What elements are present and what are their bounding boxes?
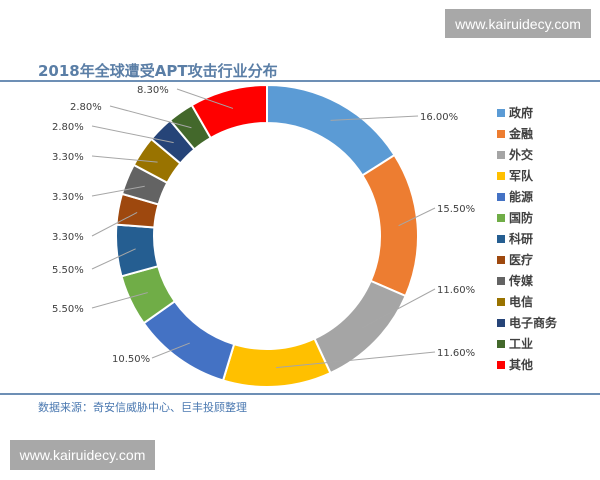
legend-swatch-10 <box>497 319 505 327</box>
legend-label-0: 政府 <box>509 105 533 120</box>
data-label-1: 15.50% <box>437 204 475 215</box>
legend-label-2: 外交 <box>509 147 533 162</box>
data-label-6: 5.50% <box>52 265 84 276</box>
donut-slice-3 <box>221 337 332 388</box>
legend-swatch-11 <box>497 340 505 348</box>
footer-divider <box>0 393 600 395</box>
legend-label-12: 其他 <box>509 357 533 372</box>
donut-slice-0 <box>266 83 396 177</box>
legend-swatch-4 <box>497 193 505 201</box>
leader-line-0 <box>330 115 419 121</box>
data-label-5: 5.50% <box>52 304 84 315</box>
legend-swatch-1 <box>497 130 505 138</box>
legend-swatch-8 <box>497 277 505 285</box>
leader-line-3 <box>276 351 436 369</box>
data-label-3: 11.60% <box>437 348 475 359</box>
chart-source: 数据来源：奇安信威胁中心、巨丰投顾整理 <box>38 401 247 414</box>
legend-label-4: 能源 <box>509 189 533 204</box>
leader-line-7 <box>91 212 138 237</box>
legend-label-3: 军队 <box>509 168 534 183</box>
leader-line-10 <box>91 125 174 144</box>
legend-swatch-7 <box>497 256 505 264</box>
leader-line-4 <box>151 342 190 359</box>
chart-title: 2018年全球遭受APT攻击行业分布 <box>38 62 278 80</box>
data-label-9: 3.30% <box>52 152 84 163</box>
data-label-7: 3.30% <box>52 232 84 243</box>
data-label-8: 3.30% <box>52 192 84 203</box>
donut-slice-12 <box>190 83 268 140</box>
data-label-11: 2.80% <box>70 102 102 113</box>
watermark-bottom: www.kairuidecy.com <box>10 440 155 470</box>
data-label-12: 8.30% <box>137 85 169 96</box>
legend-label-8: 传媒 <box>508 273 534 288</box>
leader-line-11 <box>109 105 192 129</box>
legend-swatch-6 <box>497 235 505 243</box>
legend-swatch-3 <box>497 172 505 180</box>
data-label-0: 16.00% <box>420 112 458 123</box>
watermark-top: www.kairuidecy.com <box>445 9 591 38</box>
donut-slice-1 <box>361 153 419 298</box>
legend-label-1: 金融 <box>508 126 533 141</box>
leader-line-9 <box>91 155 158 163</box>
leader-line-5 <box>91 292 148 309</box>
leader-line-2 <box>361 288 436 329</box>
leader-line-6 <box>91 248 136 270</box>
legend-label-9: 电信 <box>509 294 533 309</box>
legend-label-11: 工业 <box>509 336 533 351</box>
legend-swatch-0 <box>497 109 505 117</box>
leader-line-12 <box>176 88 234 109</box>
legend-label-10: 电子商务 <box>509 315 558 330</box>
legend-swatch-5 <box>497 214 505 222</box>
leader-line-8 <box>91 185 145 197</box>
data-label-10: 2.80% <box>52 122 84 133</box>
data-label-4: 10.50% <box>112 354 150 365</box>
title-divider <box>0 80 600 82</box>
legend-label-5: 国防 <box>509 210 533 225</box>
donut-slice-6 <box>115 223 160 278</box>
legend-swatch-9 <box>497 298 505 306</box>
legend-label-7: 医疗 <box>509 252 533 267</box>
data-label-2: 11.60% <box>437 285 475 296</box>
legend-label-6: 科研 <box>509 231 533 246</box>
legend-swatch-12 <box>497 361 505 369</box>
legend-swatch-2 <box>497 151 505 159</box>
leader-line-1 <box>398 207 436 227</box>
